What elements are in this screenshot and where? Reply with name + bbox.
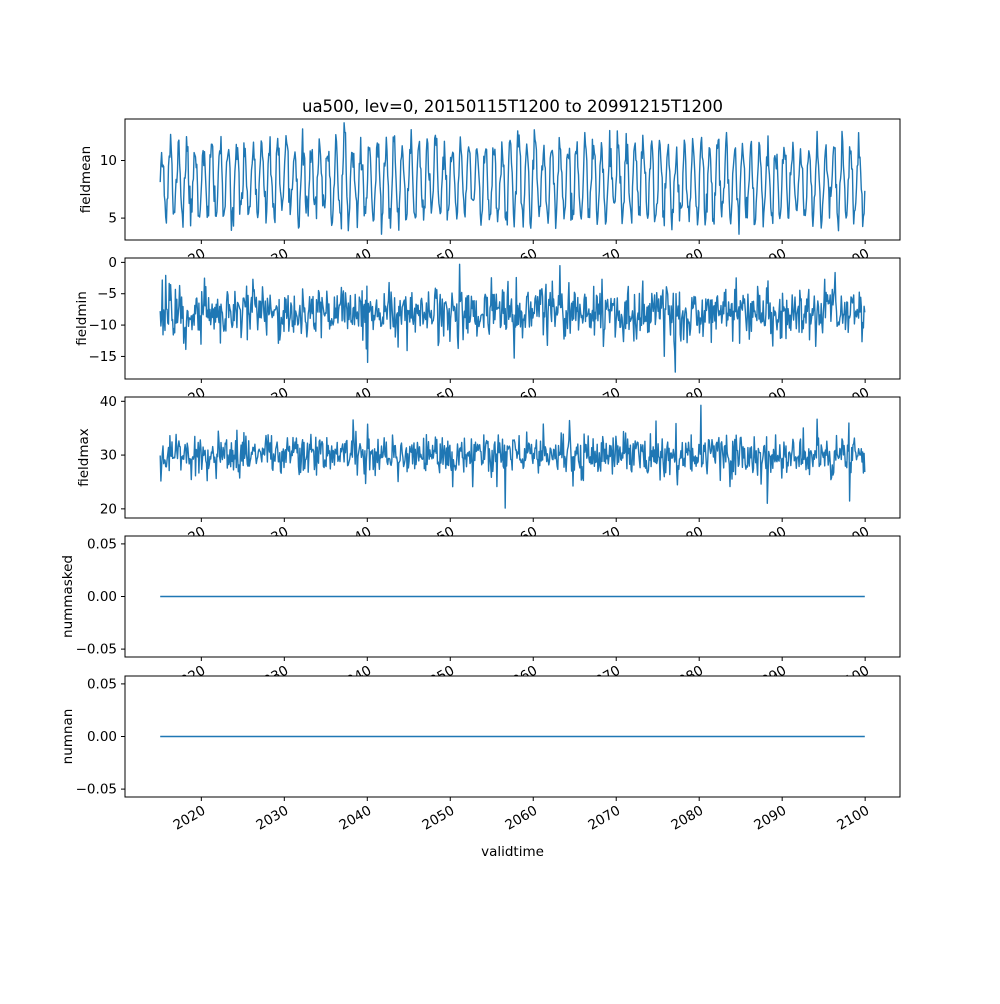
y-axis-label-fieldmax: fieldmax xyxy=(76,428,92,487)
subplot-fieldmean: 510202020302040205020602070208020902100f… xyxy=(78,118,901,277)
axes-frame xyxy=(124,118,901,241)
x-tick-label: 2050 xyxy=(420,803,458,834)
y-tick-label: 5 xyxy=(108,211,117,227)
y-tick-label: 30 xyxy=(100,448,117,464)
y-tick-label: 20 xyxy=(100,501,117,517)
y-tick-label: −10 xyxy=(89,318,118,334)
subplot-numnan: 0.05 0.00 −0.05 2020 2030 2040 2050 2060 2070 208… xyxy=(60,675,901,834)
y-tick-label: −0.05 xyxy=(76,782,117,798)
line-series-fieldmin xyxy=(159,263,866,373)
y-axis-label-fieldmin: fieldmin xyxy=(74,291,90,346)
x-tick-label: 2060 xyxy=(502,803,540,834)
y-axis-label-numnan: numnan xyxy=(60,709,76,765)
subplot-fieldmax: 2030402020203020402050206020702080209021… xyxy=(76,394,901,555)
y-tick-label: 0.00 xyxy=(87,729,117,745)
axes-frame xyxy=(124,396,901,519)
x-tick-label: 2100 xyxy=(834,803,872,834)
y-tick-label: 0.00 xyxy=(87,589,117,605)
y-tick-label: 0.05 xyxy=(87,676,117,692)
subplots-group: 510202020302040205020602070208020902100f… xyxy=(60,118,901,834)
y-tick-label: −5 xyxy=(97,286,117,302)
x-axis-label: validtime xyxy=(481,844,544,860)
y-tick-label: −15 xyxy=(89,349,118,365)
y-axis-label-nummasked: nummasked xyxy=(60,555,76,638)
x-tick-label: 2040 xyxy=(337,803,375,834)
line-series-fieldmax xyxy=(159,404,866,509)
x-tick-label: 2090 xyxy=(751,803,789,834)
y-tick-label: −0.05 xyxy=(76,642,117,658)
y-tick-label: 0 xyxy=(108,255,117,271)
subplot-fieldmin: 0−5−10−152020203020402050206020702080209… xyxy=(74,255,901,416)
x-tick-label: 2030 xyxy=(254,803,292,834)
y-axis-label-fieldmean: fieldmean xyxy=(78,146,94,213)
y-tick-label: 10 xyxy=(100,153,117,169)
y-tick-label: 40 xyxy=(100,394,117,410)
axes-frame xyxy=(124,257,901,380)
figure-title: ua500, lev=0, 20150115T1200 to 20991215T… xyxy=(302,97,723,116)
x-tick-label: 2080 xyxy=(668,803,706,834)
subplot-nummasked: 0.050.00−0.05202020302040205020602070208… xyxy=(60,535,901,694)
line-series-fieldmean xyxy=(159,122,866,235)
x-tick-label: 2070 xyxy=(585,803,623,834)
x-tick-label: 2020 xyxy=(171,803,209,834)
y-tick-label: 0.05 xyxy=(87,536,117,552)
